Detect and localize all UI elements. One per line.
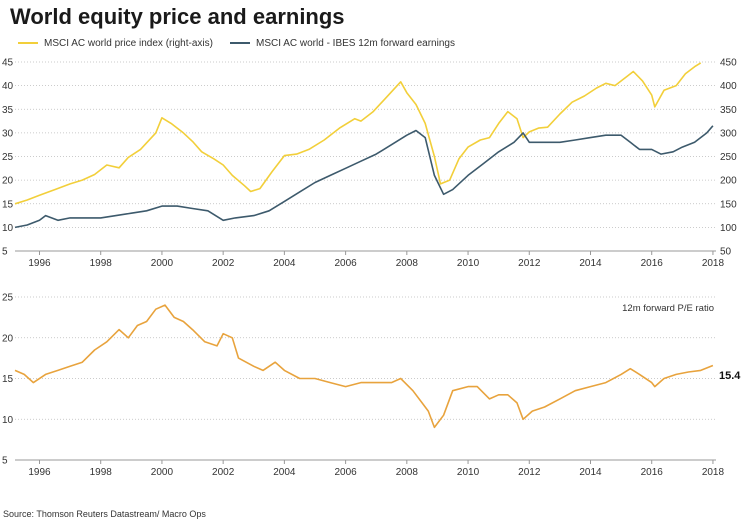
x-tick-label: 2000 (151, 467, 174, 478)
x-tick-label: 2002 (212, 467, 235, 478)
top-gridlines (15, 61, 716, 228)
x-tick-label: 2014 (579, 467, 602, 478)
bottom-y-tick-label: 15 (2, 374, 14, 385)
x-tick-label: 2008 (396, 467, 419, 478)
legend-item-earnings: MSCI AC world - IBES 12m forward earning… (230, 38, 455, 49)
top-left-tick-label: 10 (2, 223, 14, 234)
x-tick-label: 2014 (579, 258, 602, 269)
x-tick-label: 2012 (518, 258, 541, 269)
x-tick-label: 2018 (702, 258, 725, 269)
bottom-y-axis-ticks: 5 10 15 20 25 (2, 293, 14, 467)
top-right-tick-label: 200 (720, 176, 737, 187)
top-left-tick-label: 30 (2, 128, 14, 139)
bottom-y-tick-label: 10 (2, 415, 14, 426)
x-tick-label: 2010 (457, 258, 480, 269)
source-note: Source: Thomson Reuters Datastream/ Macr… (3, 509, 206, 519)
top-left-tick-label: 5 (2, 247, 8, 258)
x-tick-label: 2004 (273, 258, 296, 269)
pe-end-value-label: 15.4 (719, 370, 741, 382)
x-tick-label: 1996 (28, 258, 51, 269)
bottom-y-tick-label: 25 (2, 293, 14, 304)
x-tick-label: 1998 (90, 467, 113, 478)
top-left-tick-label: 45 (2, 58, 14, 69)
x-tick-label: 2006 (334, 258, 357, 269)
x-tick-label: 2010 (457, 467, 480, 478)
bottom-y-tick-label: 20 (2, 333, 14, 344)
bottom-x-ticks: 1996 1998 2000 2002 2004 2006 2008 2010 2012 2014… (28, 460, 724, 478)
top-right-tick-label: 450 (720, 58, 737, 69)
x-tick-label: 2002 (212, 258, 235, 269)
x-tick-label: 2008 (396, 258, 419, 269)
legend-label-price: MSCI AC world price index (right-axis) (44, 38, 213, 49)
legend-swatch-earnings (230, 42, 250, 45)
legend-item-price: MSCI AC world price index (right-axis) (18, 38, 213, 49)
top-right-tick-label: 150 (720, 199, 737, 210)
legend-swatch-price (18, 42, 38, 45)
top-left-tick-label: 25 (2, 152, 14, 163)
x-tick-label: 2000 (151, 258, 174, 269)
top-right-tick-label: 300 (720, 128, 737, 139)
x-tick-label: 2018 (702, 467, 725, 478)
x-tick-label: 2012 (518, 467, 541, 478)
top-x-ticks: 1996 1998 2000 2002 2004 2006 2008 2010 2012 2014… (28, 251, 724, 269)
legend-label-earnings: MSCI AC world - IBES 12m forward earning… (256, 38, 455, 49)
series-line-price (14, 62, 702, 205)
top-left-tick-label: 15 (2, 199, 14, 210)
top-right-tick-label: 100 (720, 223, 737, 234)
x-tick-label: 2016 (641, 258, 664, 269)
series-line-earnings (14, 125, 714, 229)
top-right-tick-label: 400 (720, 81, 737, 92)
pe-panel-label: 12m forward P/E ratio (622, 303, 714, 314)
chart-title: World equity price and earnings (10, 4, 345, 29)
x-tick-label: 2004 (273, 467, 296, 478)
top-left-tick-label: 20 (2, 176, 14, 187)
top-right-tick-label: 50 (720, 247, 732, 258)
x-tick-label: 1996 (28, 467, 51, 478)
top-right-tick-label: 250 (720, 152, 737, 163)
bottom-y-tick-label: 5 (2, 456, 8, 467)
x-tick-label: 1998 (90, 258, 113, 269)
bottom-gridlines (15, 296, 716, 420)
top-left-tick-label: 35 (2, 105, 14, 116)
top-right-axis-ticks: 50 100 150 200 250 300 350 400 450 (720, 58, 737, 258)
top-left-tick-label: 40 (2, 81, 14, 92)
x-tick-label: 2016 (641, 467, 664, 478)
top-left-axis-ticks: 5 10 15 20 25 30 35 40 45 (2, 58, 14, 258)
x-tick-label: 2006 (334, 467, 357, 478)
top-right-tick-label: 350 (720, 105, 737, 116)
series-line-pe-ratio (14, 304, 714, 429)
